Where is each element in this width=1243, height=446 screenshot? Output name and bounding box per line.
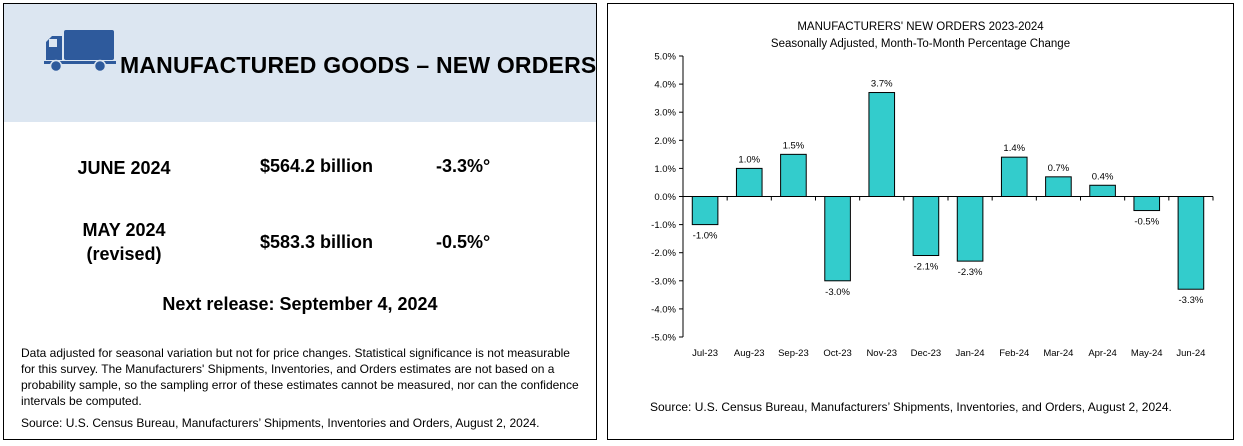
stat-label-may: MAY 2024 (revised) [54,218,194,266]
bar-Oct-23 [824,196,851,282]
x-tick-label: Feb-24 [999,348,1029,359]
y-tick-label: 0.0% [654,192,676,203]
truck-icon [44,30,116,73]
y-tick-label: 1.0% [654,164,676,175]
chart-title: MANUFACTURERS' NEW ORDERS 2023-2024 [797,21,1044,33]
bar-Jun-24 [1177,196,1205,290]
footnote: Data adjusted for seasonal variation but… [21,346,579,408]
stat-label-may-line1: MAY 2024 [82,220,166,240]
bar-Dec-23 [912,196,940,257]
data-label: 0.4% [1092,171,1114,182]
data-label: 1.0% [738,154,760,165]
bar-Jul-23 [691,196,719,226]
bar-Mar-24 [1045,176,1072,198]
bar-Aug-23 [735,167,763,197]
stat-change-may: -0.5%° [436,232,491,252]
x-tick-label: Sep-23 [778,348,809,359]
chart-title-block: MANUFACTURERS' NEW ORDERS 2023-2024 Seas… [608,19,1233,53]
x-tick-label: Aug-23 [734,348,765,359]
y-tick-label: -5.0% [651,333,676,344]
bar-Jan-24 [956,196,984,262]
y-tick-label: 5.0% [654,52,676,63]
bar-chart: 5.0% 4.0% 3.0% 2.0% 1.0% 0.0% -1.0% -2.0% -3.0% -… [651,52,1214,359]
stat-label-may-line2: (revised) [86,244,162,264]
chart-panel: MANUFACTURERS' NEW ORDERS 2023-2024 Seas… [607,3,1234,440]
x-tick-label: May-24 [1131,348,1163,359]
x-tick-label: Jul-23 [692,348,718,359]
stat-change-june: -3.3%° [436,156,491,176]
stat-label-june: JUNE 2024 [77,158,171,178]
data-label: -3.0% [825,287,850,298]
y-tick-label: 3.0% [654,108,676,119]
data-label: -3.3% [1179,295,1204,306]
source-right: Source: U.S. Census Bureau, Manufacturer… [650,400,1172,414]
x-tick-label: Oct-23 [823,348,852,359]
stat-value-june: $564.2 billion [260,156,374,176]
data-label: -2.1% [914,262,939,273]
data-label: -1.0% [693,231,718,242]
x-tick-label: Jun-24 [1176,348,1205,359]
y-tick-label: -4.0% [651,304,676,315]
y-tick-label: -2.0% [651,248,676,259]
summary-title: MANUFACTURED GOODS – NEW ORDERS [120,52,597,78]
source-left: Source: U.S. Census Bureau, Manufacturer… [21,416,540,430]
y-tick-label: 4.0% [654,80,676,91]
summary-panel: MANUFACTURED GOODS – NEW ORDERS JUNE 202… [3,3,597,440]
data-label: -2.3% [958,267,983,278]
summary-header: MANUFACTURED GOODS – NEW ORDERS [4,4,596,122]
data-label: 0.7% [1048,163,1070,174]
chart-subtitle: Seasonally Adjusted, Month-To-Month Perc… [770,38,1071,50]
y-tick-label: -3.0% [651,276,676,287]
data-label: -0.5% [1134,217,1159,228]
data-label: 1.5% [783,140,805,151]
bar-Feb-24 [1000,156,1028,198]
next-release: Next release: September 4, 2024 [162,294,438,314]
stat-value-may: $583.3 billion [260,232,374,252]
x-tick-label: Jan-24 [956,348,985,359]
x-tick-label: Dec-23 [911,348,942,359]
x-tick-label: Nov-23 [866,348,897,359]
x-tick-label: Apr-24 [1088,348,1117,359]
data-label: 3.7% [871,79,893,90]
y-tick-label: -1.0% [651,220,676,231]
x-tick-label: Mar-24 [1043,348,1073,359]
y-tick-label: 2.0% [654,136,676,147]
data-label: 1.4% [1003,143,1025,154]
bar-Apr-24 [1089,184,1116,197]
bar-Nov-23 [868,92,896,197]
bar-May-24 [1133,196,1161,212]
bar-Sep-23 [780,153,807,198]
